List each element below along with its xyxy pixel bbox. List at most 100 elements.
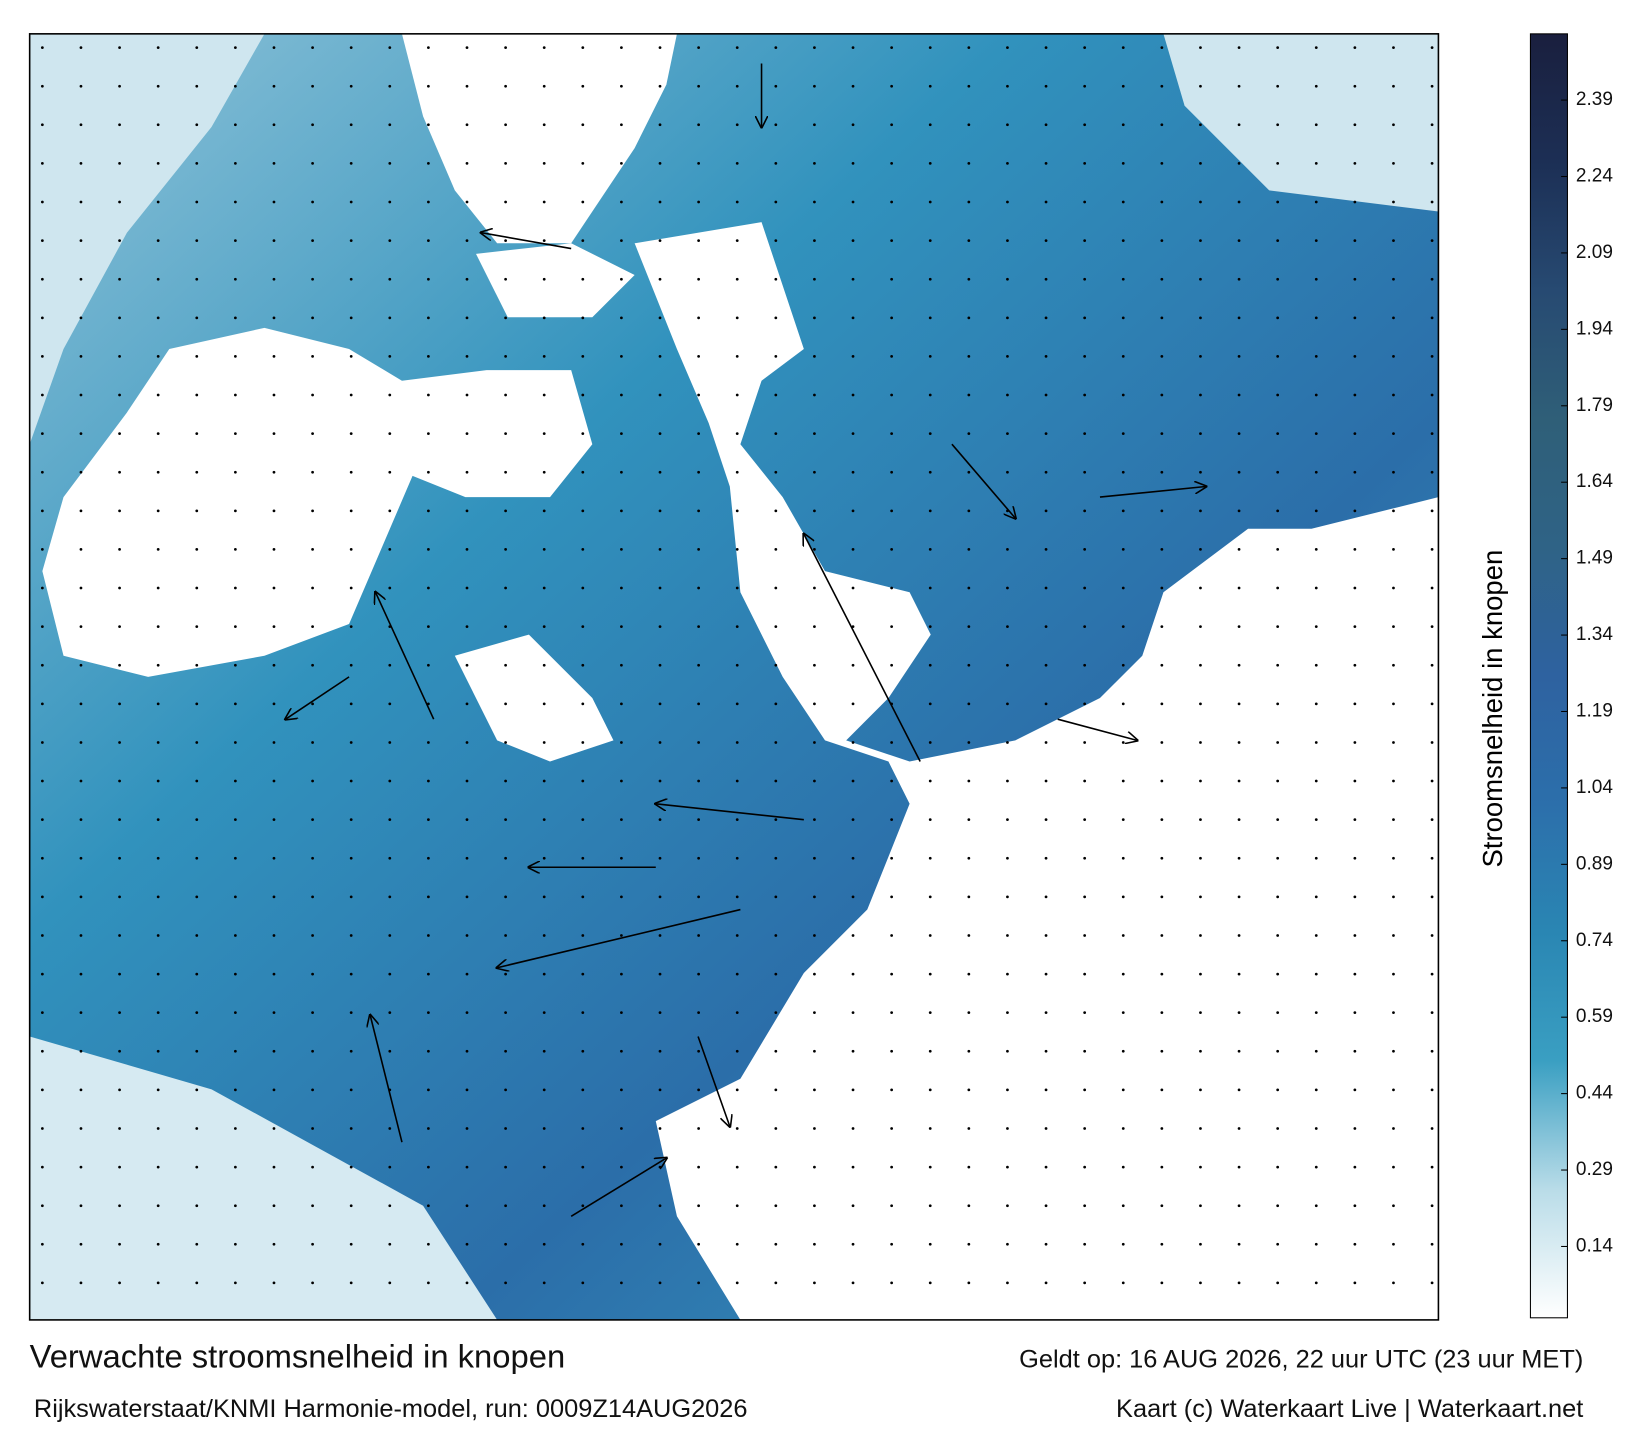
grid-dot — [1276, 1127, 1280, 1130]
grid-dot — [928, 1011, 932, 1015]
grid-dot — [890, 123, 894, 127]
grid-dot — [735, 818, 739, 822]
grid-dot — [156, 277, 160, 281]
grid-dot — [620, 509, 623, 513]
grid-dot — [581, 316, 585, 320]
grid-dot — [504, 818, 507, 822]
grid-dot — [658, 741, 662, 744]
grid-dot — [542, 1127, 546, 1130]
grid-dot — [1199, 277, 1202, 281]
grid-dot — [1121, 895, 1125, 899]
grid-dot — [735, 162, 739, 165]
grid-dot — [581, 470, 585, 474]
grid-dot — [1121, 355, 1125, 358]
grid-dot — [311, 741, 314, 744]
grid-dot — [967, 1204, 971, 1208]
grid-dot — [697, 702, 700, 706]
grid-dot — [620, 393, 623, 397]
grid-dot — [620, 277, 623, 281]
grid-dot — [1314, 1011, 1318, 1015]
grid-dot — [465, 355, 469, 358]
grid-dot — [697, 200, 700, 204]
grid-dot — [465, 972, 469, 976]
grid-dot — [1006, 1049, 1009, 1053]
grid-dot — [427, 934, 430, 937]
grid-dot — [774, 1242, 778, 1246]
grid-dot — [1314, 1165, 1318, 1169]
grid-dot — [311, 432, 314, 436]
grid-dot — [465, 1049, 469, 1053]
grid-dot — [1237, 162, 1241, 165]
grid-dot — [1044, 509, 1048, 513]
grid-dot — [272, 779, 276, 783]
grid-dot — [1314, 200, 1318, 204]
grid-dot — [234, 277, 237, 281]
grid-dot — [1392, 1127, 1395, 1130]
grid-dot — [40, 934, 44, 937]
grid-dot — [928, 702, 932, 706]
grid-dot — [427, 1281, 430, 1285]
grid-dot — [1430, 46, 1434, 49]
grid-dot — [1044, 702, 1048, 706]
grid-dot — [658, 934, 662, 937]
grid-dot — [234, 548, 237, 551]
grid-dot — [697, 779, 700, 783]
grid-dot — [118, 1242, 121, 1246]
grid-dot — [1276, 972, 1280, 976]
colorbar-tick-label: 1.94 — [1576, 318, 1613, 339]
grid-dot — [1430, 625, 1434, 629]
grid-dot — [813, 856, 816, 860]
grid-dot — [1044, 239, 1048, 242]
grid-dot — [40, 123, 44, 127]
grid-dot — [967, 200, 971, 204]
grid-dot — [542, 393, 546, 397]
grid-dot — [1276, 200, 1280, 204]
grid-dot — [1237, 779, 1241, 783]
grid-dot — [388, 1011, 392, 1015]
grid-dot — [465, 1204, 469, 1208]
grid-dot — [1199, 162, 1202, 165]
grid-dot — [620, 895, 623, 899]
grid-dot — [79, 46, 83, 49]
grid-dot — [774, 1127, 778, 1130]
grid-dot — [542, 625, 546, 629]
grid-dot — [774, 663, 778, 667]
grid-dot — [1199, 316, 1202, 320]
grid-dot — [1006, 393, 1009, 397]
grid-dot — [1160, 663, 1164, 667]
grid-dot — [1121, 84, 1125, 88]
grid-dot — [388, 856, 392, 860]
grid-dot — [851, 1049, 855, 1053]
grid-dot — [1044, 1088, 1048, 1092]
grid-dot — [1430, 663, 1434, 667]
grid-dot — [735, 548, 739, 551]
grid-dot — [504, 316, 507, 320]
grid-dot — [1044, 934, 1048, 937]
grid-dot — [195, 355, 199, 358]
grid-dot — [1160, 548, 1164, 551]
grid-dot — [1276, 393, 1280, 397]
grid-dot — [1006, 277, 1009, 281]
grid-dot — [1392, 239, 1395, 242]
grid-dot — [195, 1049, 199, 1053]
grid-dot — [234, 162, 237, 165]
grid-dot — [1237, 586, 1241, 590]
grid-dot — [388, 470, 392, 474]
grid-dot — [1353, 1049, 1357, 1053]
grid-dot — [890, 46, 894, 49]
grid-dot — [1276, 779, 1280, 783]
grid-dot — [1006, 432, 1009, 436]
grid-dot — [697, 1165, 700, 1169]
grid-dot — [79, 316, 83, 320]
grid-dot — [1314, 355, 1318, 358]
grid-dot — [1353, 895, 1357, 899]
grid-dot — [118, 84, 121, 88]
grid-dot — [1006, 1165, 1009, 1169]
grid-dot — [658, 162, 662, 165]
grid-dot — [427, 509, 430, 513]
grid-dot — [311, 1088, 314, 1092]
grid-dot — [967, 1242, 971, 1246]
grid-dot — [813, 509, 816, 513]
grid-dot — [658, 200, 662, 204]
grid-dot — [697, 1011, 700, 1015]
